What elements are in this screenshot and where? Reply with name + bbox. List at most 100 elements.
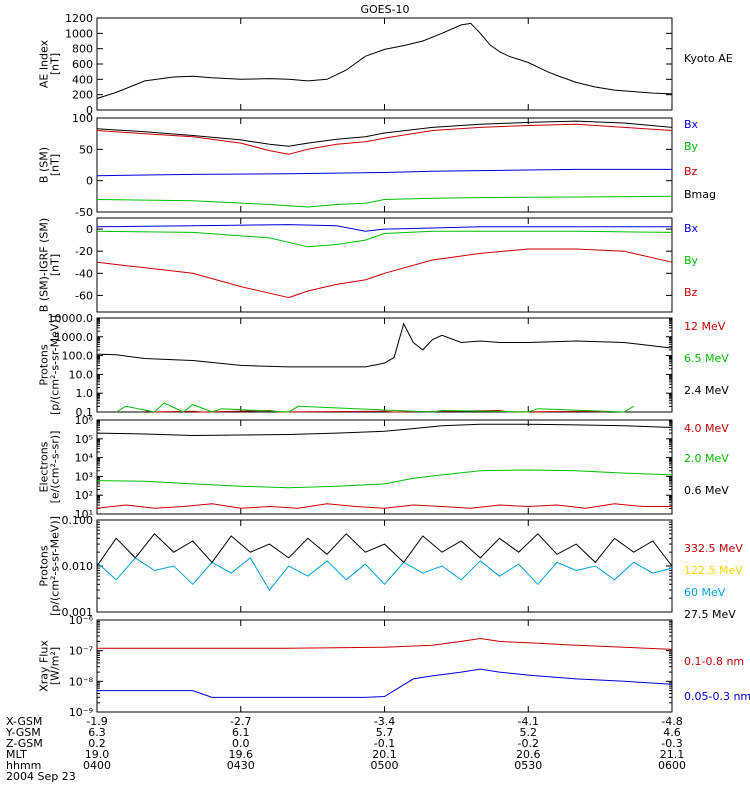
y-tick-label: 10¹ xyxy=(75,508,93,521)
legend-entry: 0.05-0.3 nm xyxy=(684,690,750,703)
series-line-bx xyxy=(96,224,672,232)
y-tick-label: 1000.0 xyxy=(55,331,94,344)
y-axis-label: [nT] xyxy=(49,254,62,276)
series-line-bz xyxy=(96,123,673,155)
y-axis-label: Xray Flux xyxy=(38,640,51,692)
ephemeris-value: -2.7 xyxy=(230,715,251,728)
y-tick-label: 200 xyxy=(72,89,93,102)
y-axis-label: B (SM) xyxy=(38,147,51,183)
y-tick-label: 0.001 xyxy=(62,606,94,619)
ephemeris-value: -0.1 xyxy=(374,737,395,750)
y-axis-label: Protons xyxy=(38,344,51,385)
series-line-27-5-mev xyxy=(96,533,673,567)
y-tick-label: 100.0 xyxy=(62,350,94,363)
y-axis-label: [e/(cm²-s-sr)] xyxy=(49,431,62,504)
series-line-6-5-mev xyxy=(115,402,634,413)
ephemeris-value: 20.1 xyxy=(372,748,397,761)
series-line-bmag xyxy=(96,120,673,147)
legend-entry: 0.6 MeV xyxy=(684,484,729,497)
legend-entry: 0.1-0.8 nm xyxy=(684,655,744,668)
ephemeris-row-label: Z-GSM xyxy=(6,737,43,750)
y-tick-label: -50 xyxy=(75,206,93,219)
ephemeris-value: -0.3 xyxy=(661,737,682,750)
ephemeris-value: -4.8 xyxy=(661,715,682,728)
legend-entry: 27.5 MeV xyxy=(684,608,736,621)
panel-frame xyxy=(96,117,673,213)
legend-entry: Kyoto AE xyxy=(684,52,733,65)
panel-ae: 0 200 400 600 800 1000 1200 AE Index[nT] Kyoto A… xyxy=(38,12,733,117)
y-tick-label: -40 xyxy=(75,267,93,280)
ephemeris-row-label: Y-GSM xyxy=(5,726,41,739)
y-axis-label: [W/m²] xyxy=(49,647,62,685)
ephemeris-row-label: MLT xyxy=(6,748,27,761)
y-tick-label: 10⁻⁷ xyxy=(69,645,93,658)
y-tick-label: 100 xyxy=(72,112,93,125)
series-line-bx xyxy=(96,168,672,177)
ephemeris-value: 0400 xyxy=(83,759,111,772)
legend-entry: Bz xyxy=(684,165,698,178)
ephemeris-value: 0430 xyxy=(227,759,255,772)
y-tick-label: 50 xyxy=(79,143,93,156)
panel-frame xyxy=(96,419,673,515)
panel-frame xyxy=(96,317,673,413)
ephemeris-value: 0500 xyxy=(371,759,399,772)
legend-entry: Bx xyxy=(684,118,699,131)
y-tick-label: 1000 xyxy=(65,27,93,40)
ephemeris-value: -0.2 xyxy=(518,737,539,750)
y-tick-label: 10² xyxy=(75,489,93,502)
ephemeris-value: 0600 xyxy=(658,759,686,772)
date-label: 2004 Sep 23 xyxy=(6,770,76,783)
series-line-bz xyxy=(96,248,673,299)
y-axis-label: [p/(cm²-s-sr-MeV)] xyxy=(49,516,62,616)
series-line-4-0-mev xyxy=(96,503,672,509)
panel-b: -50 0 50 100 B (SM)[nT] Bx By Bz Bmag xyxy=(38,112,717,219)
ephemeris-value: 19.0 xyxy=(85,748,110,761)
panel-frame xyxy=(96,519,673,613)
legend-entry: 60 MeV xyxy=(684,586,726,599)
ephemeris-value: 0530 xyxy=(514,759,542,772)
y-tick-label: 800 xyxy=(72,43,93,56)
panel-frame xyxy=(96,17,673,111)
y-tick-label: 10⁻⁶ xyxy=(69,614,94,627)
ephemeris-value: -3.4 xyxy=(374,715,395,728)
legend-entry: Bmag xyxy=(684,188,716,201)
ephemeris-value: 6.1 xyxy=(232,726,250,739)
ephemeris-value: 5.2 xyxy=(520,726,538,739)
ephemeris-value: 0.2 xyxy=(88,737,106,750)
x-axis-ephemeris: X-GSM -1.9 -2.7 -3.4 -4.1 -4.8 Y-GSM 6.3 6.1 5.7 5… xyxy=(5,715,686,783)
y-tick-label: 1200 xyxy=(65,12,93,25)
y-tick-label: 10³ xyxy=(75,470,93,483)
y-tick-label: -60 xyxy=(75,289,93,302)
y-tick-label: 0 xyxy=(86,175,93,188)
y-axis-label: [nT] xyxy=(49,53,62,75)
series-line-0-1-0-8-nm xyxy=(97,637,673,650)
y-axis-label: Protons xyxy=(38,545,51,586)
ephemeris-row-label: hhmm xyxy=(6,759,41,772)
y-tick-label: 600 xyxy=(72,58,93,71)
series-line-kyoto-ae xyxy=(96,22,673,99)
legend-entry: 6.5 MeV xyxy=(684,352,729,365)
y-tick-label: 0.100 xyxy=(62,514,94,527)
y-tick-label: 10⁶ xyxy=(75,414,94,427)
series-line-by xyxy=(96,195,673,208)
ephemeris-value: 21.1 xyxy=(660,748,685,761)
legend-entry: By xyxy=(684,140,699,153)
y-tick-label: 10000.0 xyxy=(48,312,94,325)
y-axis-label: [p/(cm²-s-sr-MeV)] xyxy=(49,315,62,415)
ephemeris-value: 4.6 xyxy=(663,726,681,739)
panel-frame xyxy=(96,619,673,713)
y-tick-label: 0.1 xyxy=(76,406,94,419)
y-tick-label: -20 xyxy=(75,245,93,258)
ephemeris-value: 20.6 xyxy=(516,748,541,761)
panel-xray: 10⁻⁹ 10⁻⁸ 10⁻⁷ 10⁻⁶ Xray Flux[W/m²] 0.1-0.8 n… xyxy=(38,614,750,719)
legend-entry: 2.4 MeV xyxy=(684,384,729,397)
y-axis-label: Electrons xyxy=(38,441,51,492)
y-tick-label: 10⁵ xyxy=(75,433,93,446)
y-tick-label: 10.0 xyxy=(69,368,94,381)
legend-entry: 4.0 MeV xyxy=(684,422,729,435)
series-line-0-05-0-3-nm xyxy=(97,668,673,698)
ephemeris-value: -1.9 xyxy=(86,715,107,728)
y-tick-label: 10⁻⁸ xyxy=(69,675,94,688)
y-tick-label: 1.0 xyxy=(76,387,94,400)
y-axis-label: AE Index xyxy=(38,39,51,88)
